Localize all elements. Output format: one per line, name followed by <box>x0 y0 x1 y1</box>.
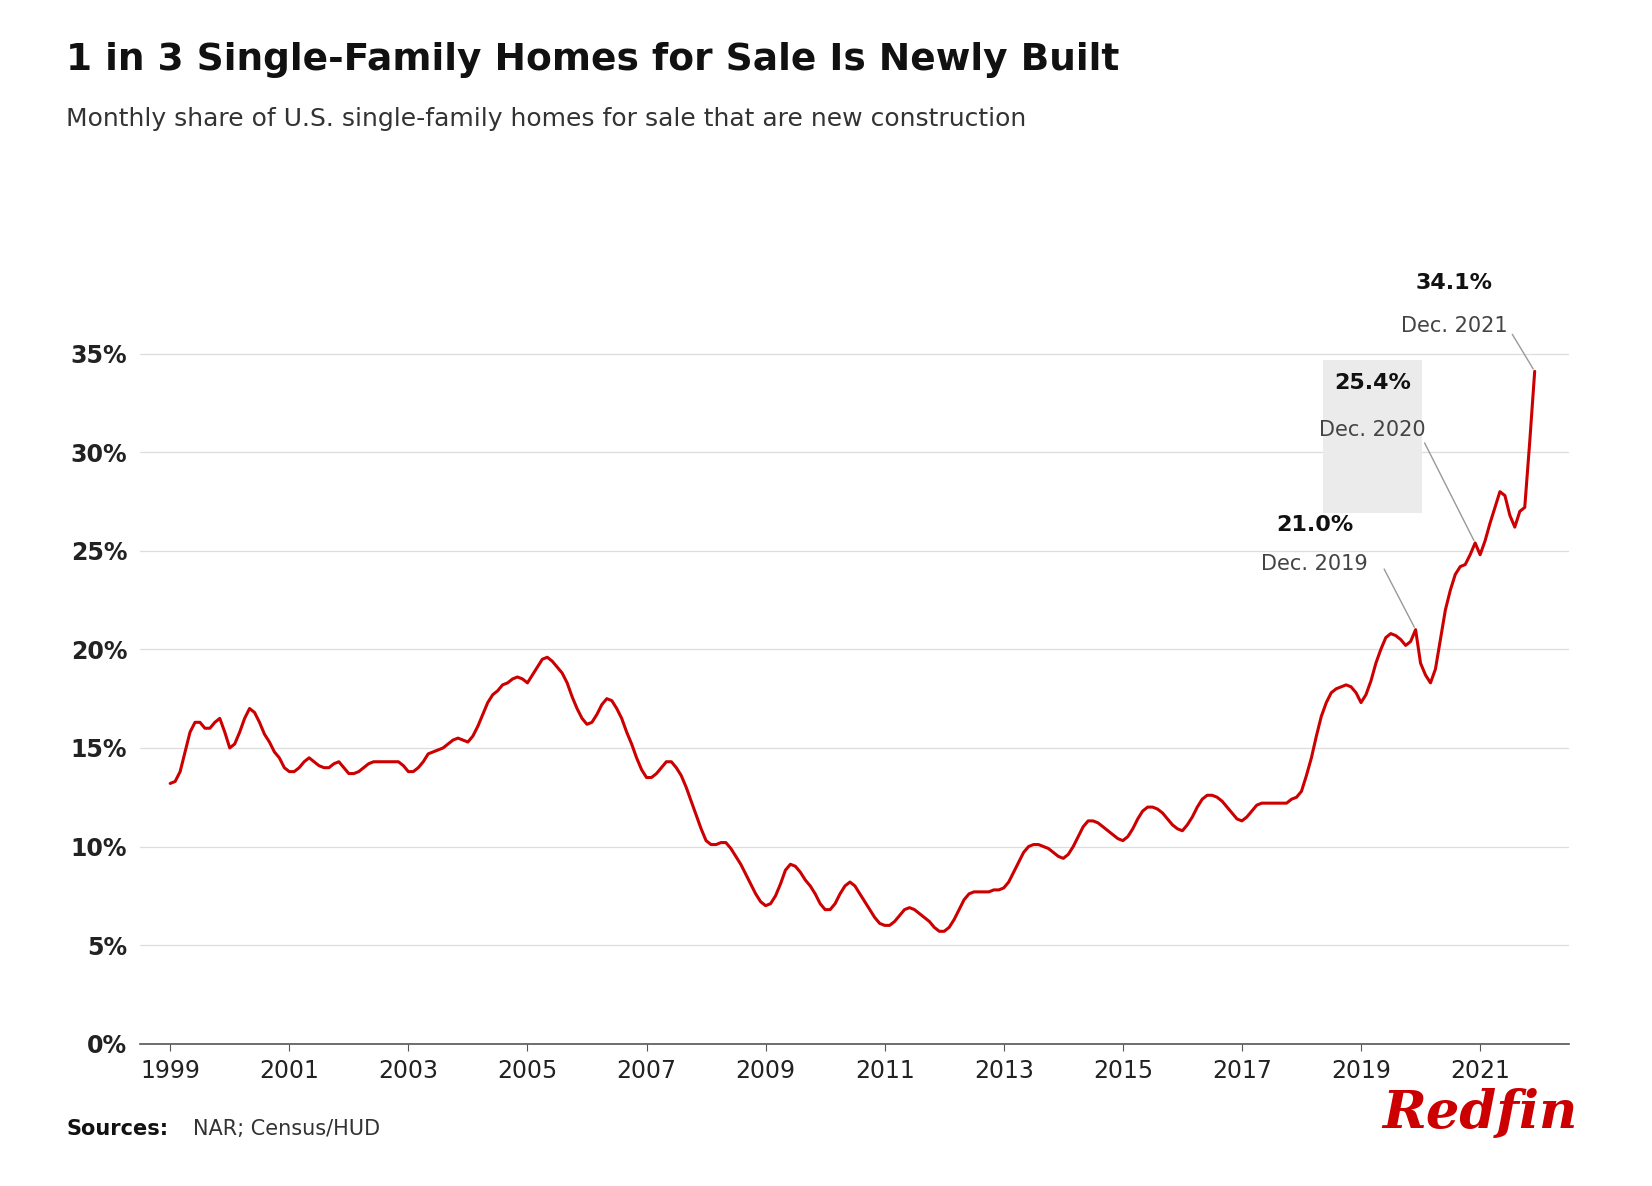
FancyBboxPatch shape <box>1323 359 1422 514</box>
Text: Monthly share of U.S. single-family homes for sale that are new construction: Monthly share of U.S. single-family home… <box>66 107 1026 130</box>
Text: NAR; Census/HUD: NAR; Census/HUD <box>193 1118 380 1139</box>
Text: 25.4%: 25.4% <box>1335 374 1411 393</box>
Text: Dec. 2019: Dec. 2019 <box>1260 555 1368 574</box>
Text: Sources:: Sources: <box>66 1118 169 1139</box>
Text: 34.1%: 34.1% <box>1416 273 1493 293</box>
Text: 21.0%: 21.0% <box>1275 515 1353 535</box>
Text: Redfin: Redfin <box>1383 1088 1578 1139</box>
Text: 1 in 3 Single-Family Homes for Sale Is Newly Built: 1 in 3 Single-Family Homes for Sale Is N… <box>66 42 1120 77</box>
Text: Dec. 2021: Dec. 2021 <box>1401 315 1508 336</box>
Text: Dec. 2020: Dec. 2020 <box>1320 420 1426 440</box>
